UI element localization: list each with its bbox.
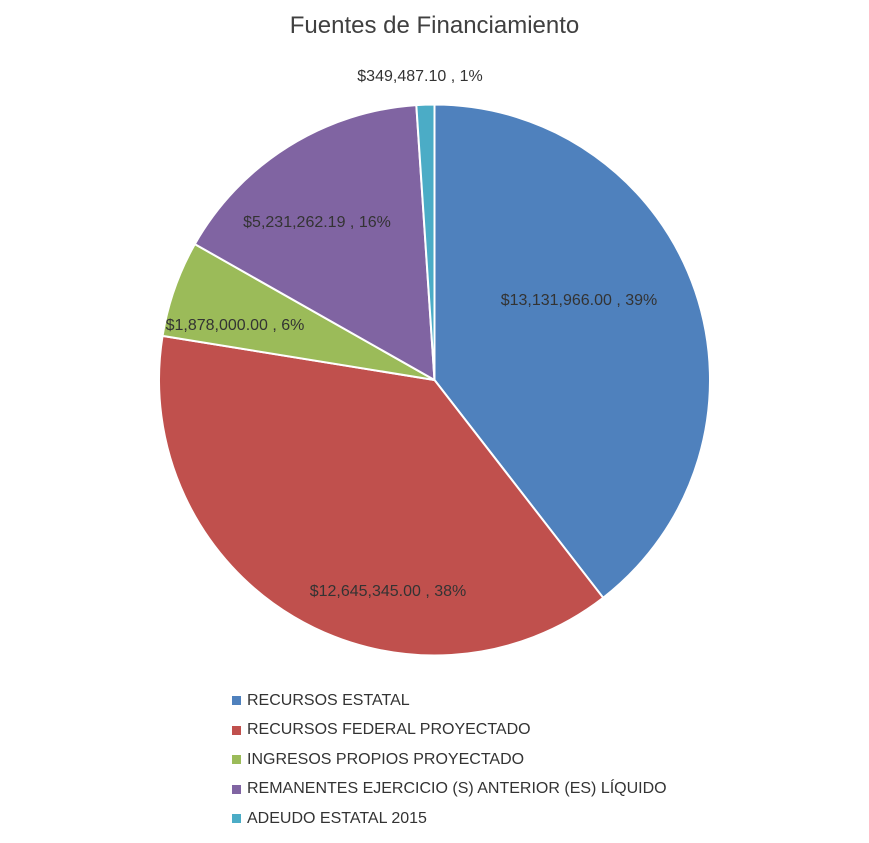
legend: RECURSOS ESTATAL RECURSOS FEDERAL PROYECT…	[232, 686, 667, 834]
legend-item: INGRESOS PROPIOS PROYECTADO	[232, 745, 667, 775]
slice-data-label: $5,231,262.19 , 16%	[243, 214, 391, 231]
legend-swatch	[232, 814, 241, 824]
pie-slice	[158, 334, 605, 657]
legend-swatch	[232, 725, 241, 735]
legend-label: ADEUDO ESTATAL 2015	[247, 809, 427, 827]
slice-data-label: $349,487.10 , 1%	[357, 68, 482, 85]
slice-data-label: $1,878,000.00 , 6%	[166, 317, 305, 334]
legend-swatch	[232, 696, 241, 706]
legend-item: RECURSOS FEDERAL PROYECTADO	[232, 716, 667, 746]
pie-slice	[433, 103, 711, 600]
legend-label: INGRESOS PROPIOS PROYECTADO	[247, 750, 525, 768]
legend-item: REMANENTES EJERCICIO (S) ANTERIOR (ES) L…	[232, 775, 667, 805]
slice-data-label: $13,131,966.00 , 39%	[501, 292, 658, 309]
legend-item: RECURSOS ESTATAL	[232, 686, 667, 716]
legend-swatch	[232, 784, 241, 794]
legend-label: RECURSOS ESTATAL	[247, 691, 410, 709]
legend-item: ADEUDO ESTATAL 2015	[232, 804, 667, 834]
legend-swatch	[232, 755, 241, 765]
pie-slice	[193, 104, 436, 382]
legend-label: REMANENTES EJERCICIO (S) ANTERIOR (ES) L…	[247, 780, 667, 798]
slice-data-label: $12,645,345.00 , 38%	[310, 583, 467, 600]
legend-label: RECURSOS FEDERAL PROYECTADO	[247, 721, 531, 739]
pie-slice	[415, 103, 436, 381]
chart-title: Fuentes de Financiamiento	[289, 12, 580, 39]
